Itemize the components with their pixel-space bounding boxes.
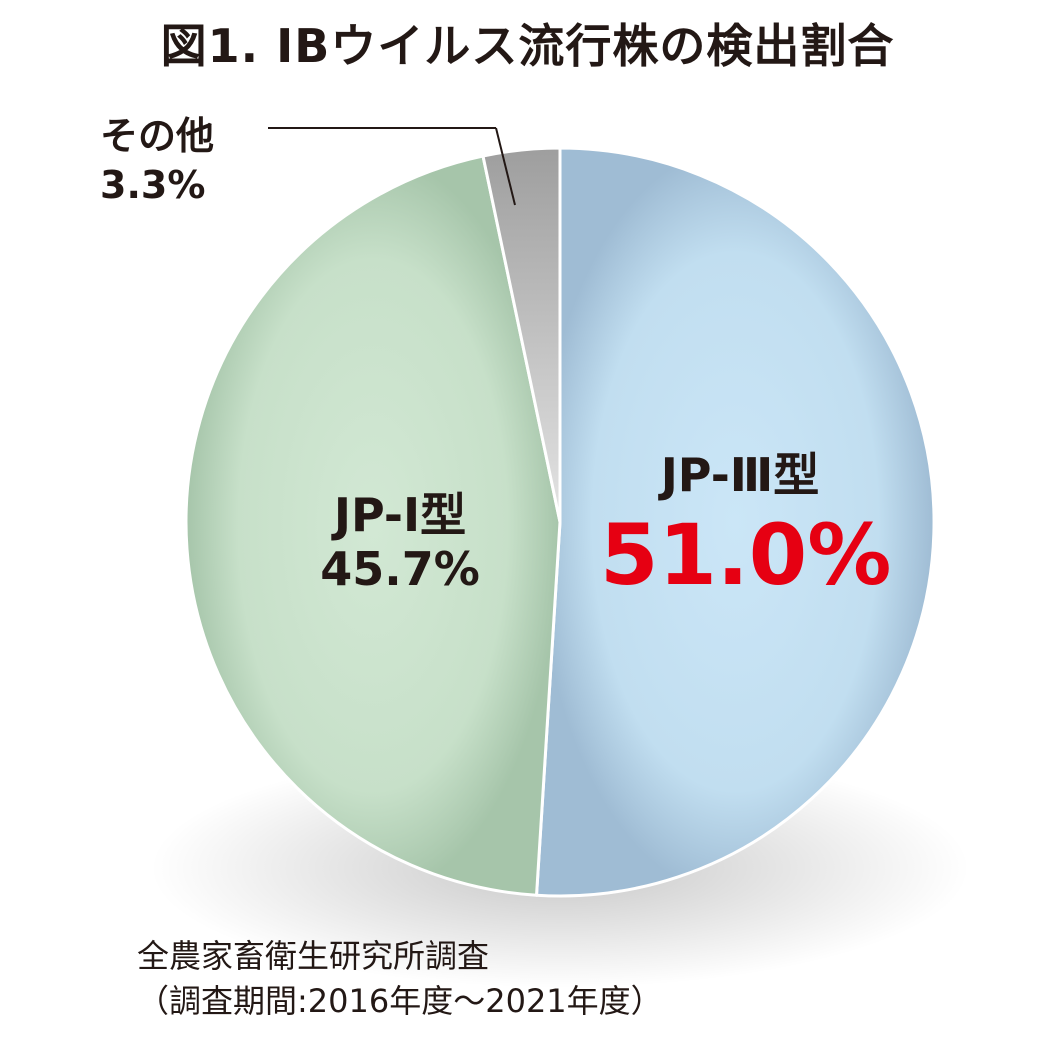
pie-slice-jp1 (184, 154, 562, 897)
slice-jp3-name: JP-Ⅲ型 (660, 448, 820, 502)
slice-other-name: その他 (100, 114, 215, 158)
slice-jp1-value: 45.7% (320, 542, 480, 597)
source-line-1: 全農家畜衛生研究所調査 (137, 937, 490, 975)
slice-other-value: 3.3% (100, 163, 206, 208)
pie-slice-other (481, 146, 562, 524)
slice-jp1-name: JP-Ⅰ型 (333, 488, 467, 542)
pie-slice-jp3 (535, 146, 936, 898)
source-line-2: （調査期間:2016年度～2021年度） (137, 982, 663, 1021)
slice-label-jp1: JP-Ⅰ型 45.7% (270, 488, 530, 597)
source-note: 全農家畜衛生研究所調査 （調査期間:2016年度～2021年度） (137, 934, 663, 1025)
slice-jp3-value: 51.0% (600, 506, 892, 605)
slice-label-jp3: JP-Ⅲ型 51.0% (600, 448, 892, 605)
other-leader-line-2 (495, 127, 516, 206)
slice-label-other: その他 3.3% (100, 112, 214, 211)
chart-title: 図1. IBウイルス流行株の検出割合 (160, 19, 895, 73)
